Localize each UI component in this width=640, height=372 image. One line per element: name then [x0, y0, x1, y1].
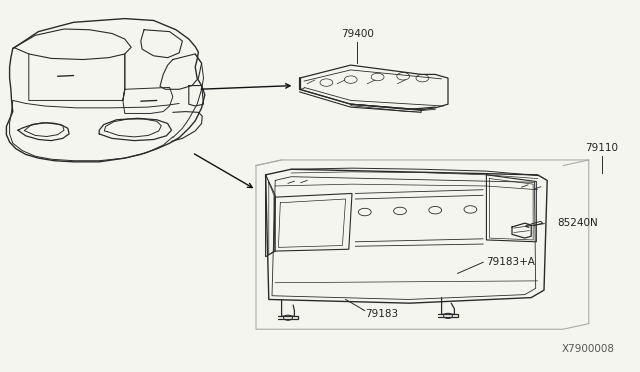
Text: 85240N: 85240N [557, 218, 598, 228]
Text: 79110: 79110 [585, 142, 618, 153]
Text: 79183: 79183 [365, 310, 398, 319]
Text: 79400: 79400 [340, 29, 374, 39]
Text: X7900008: X7900008 [561, 344, 614, 354]
Text: 79183+A: 79183+A [486, 257, 535, 267]
